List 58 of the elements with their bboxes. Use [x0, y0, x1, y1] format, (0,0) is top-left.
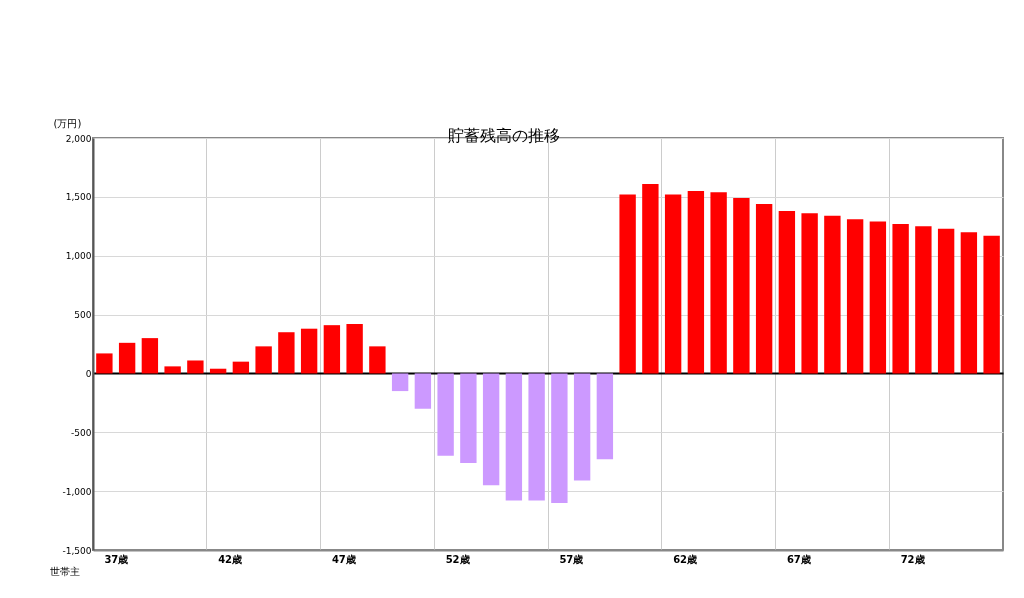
bar	[482, 373, 500, 486]
y-tick-label: 1,500	[65, 192, 92, 203]
x-tick-label: 57歳	[559, 553, 584, 565]
bar	[596, 373, 614, 460]
bar	[824, 215, 841, 374]
bar	[141, 338, 159, 374]
bar	[710, 192, 727, 374]
bar	[96, 353, 113, 374]
y-axis-title: (万円)	[53, 117, 82, 129]
bar	[983, 235, 1000, 374]
y-tick-label: -1,500	[62, 545, 92, 556]
bar	[255, 346, 272, 374]
bar	[323, 325, 341, 374]
bar	[460, 373, 477, 463]
bar	[505, 373, 523, 501]
bar	[551, 373, 568, 503]
x-tick-label: 67歳	[786, 553, 811, 565]
bar	[892, 223, 909, 374]
y-tick-label: -1,000	[62, 486, 92, 497]
x-tick-label: 42歳	[218, 553, 243, 565]
bar	[573, 373, 591, 481]
bar	[118, 342, 136, 374]
bar	[528, 373, 545, 501]
bar	[664, 194, 682, 374]
y-tick-label: 1,000	[65, 251, 92, 262]
bar	[687, 190, 705, 374]
y-tick-label: 500	[74, 310, 92, 321]
bar	[960, 232, 978, 374]
bar	[232, 361, 250, 374]
y-tick-label: 0	[85, 368, 92, 379]
chart-title: 貯蓄残高の推移	[448, 126, 560, 145]
bar	[869, 221, 887, 374]
bar	[733, 198, 750, 374]
x-tick-label: 52歳	[445, 553, 470, 565]
bar	[369, 346, 386, 374]
y-tick-label: 2,000	[65, 133, 92, 144]
bar	[755, 203, 773, 374]
bar	[778, 210, 796, 374]
bar	[414, 373, 432, 409]
bar	[619, 194, 636, 374]
bar	[642, 183, 659, 374]
x-tick-label: 62歳	[673, 553, 698, 565]
text: 世帯主	[50, 566, 80, 577]
bar	[846, 219, 864, 374]
bar	[187, 360, 204, 374]
bar	[937, 228, 955, 374]
x-tick-label: 37歳	[104, 553, 129, 565]
bar	[801, 213, 818, 374]
bar	[437, 373, 454, 456]
x-tick-label: 47歳	[331, 553, 356, 565]
bar	[278, 332, 295, 374]
bar	[300, 328, 318, 374]
y-tick-label: -500	[71, 427, 92, 438]
bar	[164, 366, 181, 374]
bar	[346, 323, 363, 374]
bar	[915, 226, 932, 374]
bar	[391, 373, 409, 392]
x-tick-label: 72歳	[900, 553, 925, 565]
